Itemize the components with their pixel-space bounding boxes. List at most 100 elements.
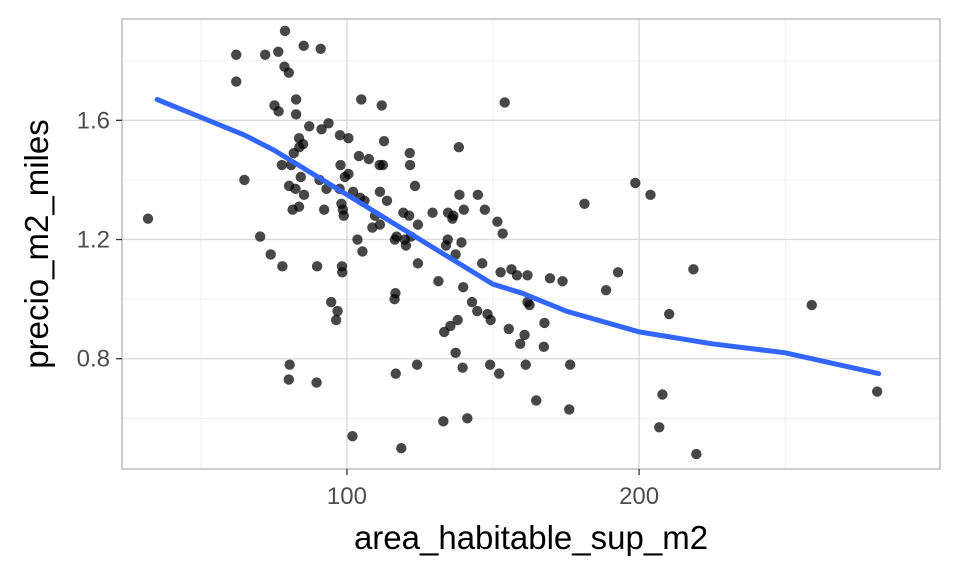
data-point: [564, 404, 575, 415]
data-point: [524, 299, 535, 311]
data-point: [458, 282, 469, 293]
data-point: [433, 276, 444, 287]
data-point: [630, 177, 641, 189]
data-point: [663, 308, 675, 320]
data-point: [688, 264, 699, 275]
data-point: [315, 43, 326, 55]
data-point: [657, 389, 668, 400]
data-point: [293, 201, 305, 212]
data-point: [316, 124, 327, 135]
data-point: [353, 150, 365, 162]
data-point: [259, 49, 271, 60]
data-point: [557, 276, 568, 287]
data-point: [409, 180, 421, 192]
data-point: [325, 296, 337, 308]
x-axis-ticks: 100 200: [327, 469, 659, 510]
data-point: [654, 422, 665, 433]
data-point: [337, 267, 348, 278]
data-point: [378, 135, 390, 147]
data-point: [564, 359, 576, 370]
data-point: [499, 97, 510, 108]
y-axis-ticks: 0.8 1.2 1.6: [77, 107, 122, 373]
data-point: [403, 210, 415, 221]
data-point: [273, 46, 284, 57]
data-point: [277, 261, 288, 272]
data-point: [612, 267, 624, 278]
y-tick-label: 1.2: [77, 227, 110, 254]
data-point: [412, 219, 424, 230]
data-point: [276, 159, 288, 171]
data-point: [298, 189, 310, 201]
data-point: [396, 442, 407, 454]
data-point: [539, 317, 550, 329]
data-point: [330, 314, 342, 326]
data-point: [452, 314, 463, 326]
data-point: [531, 395, 542, 406]
data-point: [438, 416, 449, 427]
data-point: [311, 377, 322, 388]
y-axis-title: precio_m2_miles: [18, 119, 55, 368]
data-point: [472, 189, 484, 201]
data-point: [485, 314, 496, 326]
data-point: [283, 67, 295, 78]
data-point: [381, 195, 393, 206]
data-point: [290, 183, 301, 195]
data-point: [456, 237, 467, 248]
data-point: [411, 359, 423, 370]
x-tick-label: 200: [619, 483, 659, 510]
data-point: [374, 186, 386, 198]
data-point: [544, 273, 556, 284]
data-point: [492, 216, 503, 227]
data-point: [404, 147, 415, 159]
data-point: [519, 329, 530, 341]
data-point: [462, 413, 473, 424]
data-point: [323, 118, 334, 129]
data-point: [600, 284, 612, 296]
data-point: [374, 219, 386, 230]
data-point: [304, 121, 315, 132]
smooth-trend-line: [154, 97, 882, 377]
data-point: [377, 159, 389, 171]
data-point: [231, 76, 242, 87]
data-point: [297, 138, 309, 150]
data-point: [579, 198, 590, 209]
data-point: [288, 147, 299, 159]
major-gridlines: [122, 19, 940, 469]
data-point: [495, 267, 506, 278]
data-point: [479, 204, 491, 215]
data-point: [352, 234, 363, 245]
data-point: [522, 270, 533, 281]
data-point: [806, 299, 817, 311]
data-point: [376, 100, 387, 111]
data-point: [279, 25, 291, 37]
data-point: [335, 159, 346, 171]
data-point: [457, 362, 468, 373]
data-point: [290, 109, 302, 120]
data-point: [290, 94, 302, 105]
data-point: [454, 189, 465, 201]
data-point: [363, 153, 375, 165]
data-points: [142, 25, 883, 460]
data-point: [389, 234, 401, 245]
data-point: [254, 231, 266, 242]
data-point: [497, 228, 508, 239]
y-tick-label: 1.6: [77, 107, 110, 134]
data-point: [295, 171, 306, 183]
data-point: [343, 168, 354, 180]
data-point: [347, 431, 358, 442]
data-point: [142, 213, 154, 224]
data-point: [520, 359, 531, 370]
data-point: [511, 270, 523, 281]
data-point: [691, 448, 702, 460]
minor-gridlines: [122, 19, 940, 469]
data-point: [442, 234, 453, 245]
data-point: [265, 249, 276, 260]
data-point: [357, 246, 368, 257]
x-axis-title: area_habitable_sup_m2: [354, 519, 708, 556]
data-point: [404, 159, 416, 171]
data-point: [284, 359, 295, 370]
data-point: [231, 49, 242, 60]
data-point: [439, 326, 450, 338]
x-tick-label: 100: [327, 483, 367, 510]
data-point: [283, 374, 295, 385]
